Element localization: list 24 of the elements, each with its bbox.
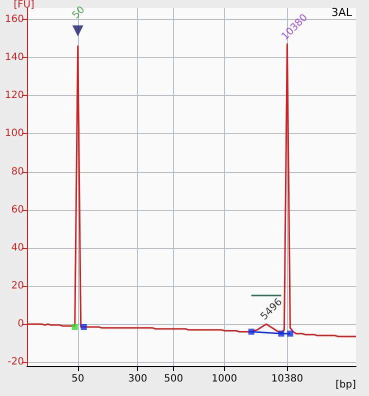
y-axis-title: [FU] bbox=[14, 0, 35, 10]
y-tick-label: -20 bbox=[8, 356, 24, 368]
x-tick-label: 300 bbox=[128, 374, 148, 384]
y-tick-label: 100 bbox=[4, 128, 24, 140]
point bbox=[72, 25, 84, 36]
x-tick-label: 50 bbox=[71, 374, 84, 384]
y-tick-label: 140 bbox=[4, 52, 24, 64]
y-tick-label: 60 bbox=[11, 204, 24, 216]
annotation: 50 bbox=[70, 4, 88, 22]
point bbox=[278, 330, 284, 337]
x-tick-label: 10380 bbox=[271, 374, 304, 384]
point bbox=[248, 328, 254, 335]
chart-title: 3AL bbox=[331, 6, 353, 19]
x-tick-label: 500 bbox=[164, 374, 184, 384]
point bbox=[287, 330, 294, 337]
y-tick-label: 120 bbox=[4, 90, 24, 102]
point bbox=[80, 324, 87, 330]
point bbox=[72, 324, 78, 330]
y-tick-label: 160 bbox=[4, 14, 24, 25]
y-tick-label: 80 bbox=[11, 166, 24, 178]
x-axis-title: [bp] bbox=[336, 380, 356, 390]
y-tick-label: 20 bbox=[11, 280, 24, 292]
y-tick-label: 40 bbox=[11, 242, 24, 254]
x-tick-label: 1000 bbox=[212, 374, 238, 384]
